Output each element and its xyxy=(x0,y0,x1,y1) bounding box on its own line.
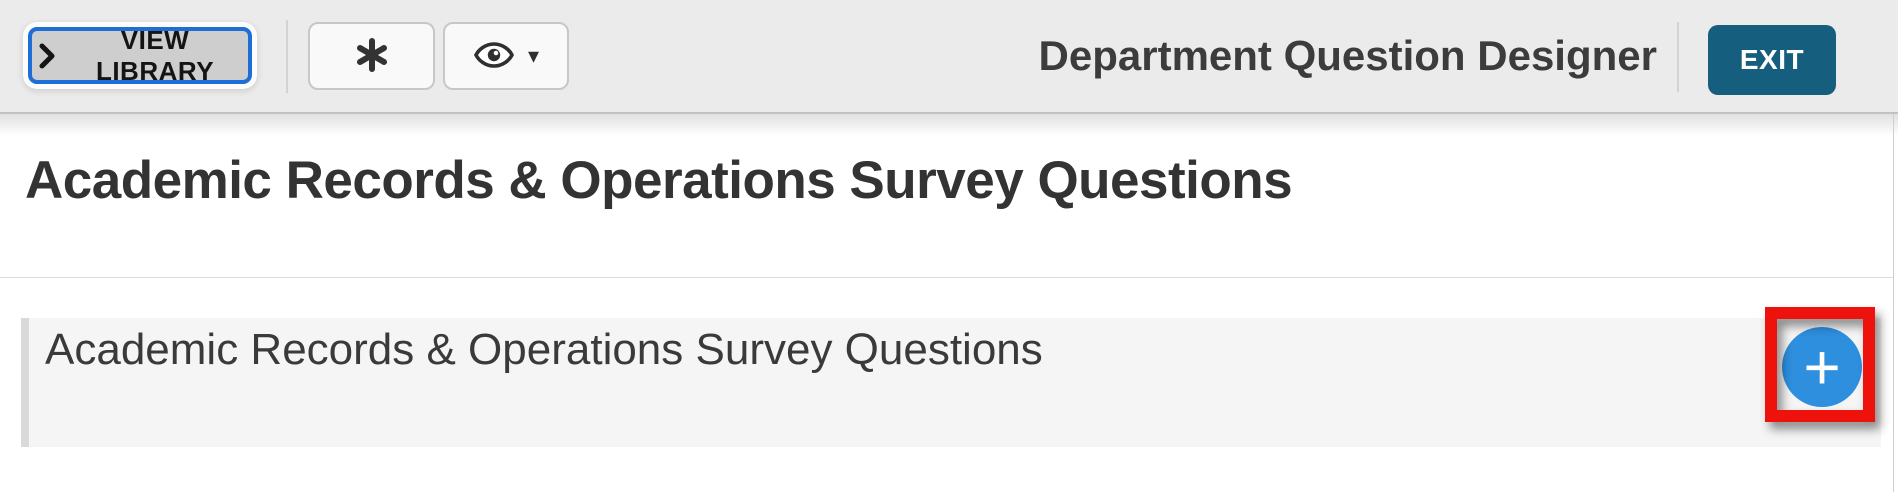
app-title: Department Question Designer xyxy=(1038,32,1657,79)
page-title: Academic Records & Operations Survey Que… xyxy=(25,151,1293,210)
section-label: Academic Records & Operations Survey Que… xyxy=(45,325,1043,374)
content-right-border xyxy=(1893,114,1894,492)
asterisk-icon xyxy=(352,33,392,80)
toolbar-shadow xyxy=(0,114,1898,136)
preview-dropdown-button[interactable]: ▾ xyxy=(443,22,569,90)
toolbar: VIEW LIBRARY xyxy=(0,0,1898,114)
exit-button[interactable]: EXIT xyxy=(1708,25,1836,95)
asterisk-button[interactable] xyxy=(308,22,435,90)
caret-down-icon: ▾ xyxy=(527,43,540,68)
add-question-button[interactable]: + xyxy=(1782,327,1862,407)
view-library-button[interactable]: VIEW LIBRARY xyxy=(28,24,252,86)
view-library-label: VIEW LIBRARY xyxy=(95,24,215,86)
section-row[interactable]: Academic Records & Operations Survey Que… xyxy=(21,318,1881,447)
chevron-right-icon xyxy=(38,42,56,70)
toolbar-divider xyxy=(1677,22,1679,92)
plus-icon: + xyxy=(1803,331,1841,403)
toolbar-divider xyxy=(286,20,288,93)
eye-icon xyxy=(473,40,515,73)
divider xyxy=(0,277,1894,278)
